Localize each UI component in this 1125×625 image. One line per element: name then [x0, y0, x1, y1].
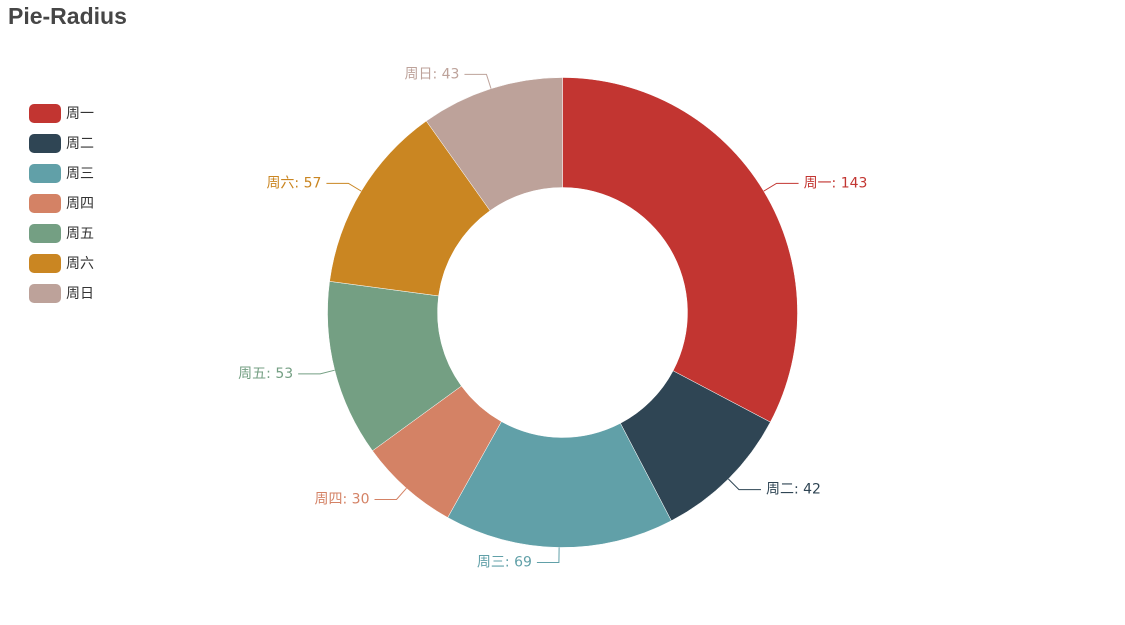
label-line-2 — [536, 547, 560, 563]
legend-swatch — [29, 133, 61, 153]
legend-label: 周五 — [66, 226, 94, 242]
label-line-4 — [298, 369, 335, 375]
label-line-6 — [464, 73, 492, 89]
legend-label: 周二 — [66, 136, 94, 152]
legend-label: 周三 — [66, 166, 94, 182]
legend-swatch — [29, 103, 61, 123]
pie-slice-6[interactable] — [425, 77, 563, 211]
pie-slice-2[interactable] — [447, 421, 672, 548]
legend-label: 周一 — [66, 106, 94, 122]
slice-label-3: 周四: 30 — [315, 491, 370, 507]
label-line-0 — [763, 182, 799, 192]
label-line-1 — [728, 478, 761, 491]
legend-item-2[interactable]: 周三 — [29, 158, 94, 188]
legend-label: 周六 — [66, 256, 94, 272]
pie-slice-0[interactable] — [562, 77, 798, 423]
legend-swatch — [29, 193, 61, 213]
slice-label-0: 周一: 143 — [804, 175, 868, 191]
legend-item-0[interactable]: 周一 — [29, 98, 94, 128]
legend-item-6[interactable]: 周日 — [29, 278, 94, 308]
legend-swatch — [29, 253, 61, 273]
legend-swatch — [29, 163, 61, 183]
slice-label-6: 周日: 43 — [404, 66, 459, 82]
legend-swatch — [29, 283, 61, 303]
slice-label-2: 周三: 69 — [477, 554, 532, 570]
slice-label-1: 周二: 42 — [766, 482, 821, 498]
label-line-5 — [326, 182, 362, 192]
legend-item-3[interactable]: 周四 — [29, 188, 94, 218]
legend-item-4[interactable]: 周五 — [29, 218, 94, 248]
legend-item-5[interactable]: 周六 — [29, 248, 94, 278]
slice-label-4: 周五: 53 — [238, 366, 293, 382]
legend-label: 周日 — [66, 286, 94, 302]
legend-label: 周四 — [66, 196, 94, 212]
legend-item-1[interactable]: 周二 — [29, 128, 94, 158]
legend-swatch — [29, 223, 61, 243]
pie-slice-5[interactable] — [329, 120, 491, 297]
slice-label-5: 周六: 57 — [266, 175, 321, 191]
legend: 周一 周二 周三 周四 周五 周六 周日 — [29, 98, 94, 308]
label-line-3 — [374, 487, 407, 500]
chart-title: Pie-Radius — [8, 3, 127, 29]
